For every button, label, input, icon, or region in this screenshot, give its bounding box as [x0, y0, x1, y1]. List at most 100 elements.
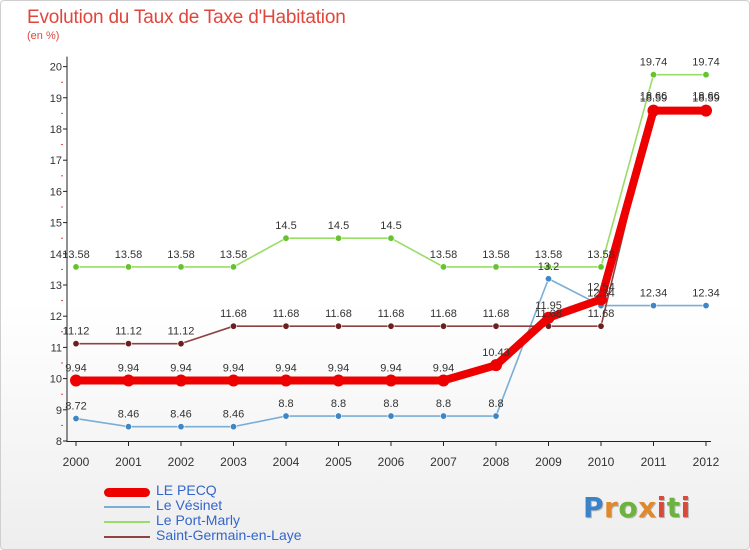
data-label: 11.12 [115, 326, 142, 338]
legend-label: LE PECQ [156, 482, 217, 498]
data-label: 12.34 [587, 288, 615, 300]
y-tick-label: 14 [50, 249, 62, 261]
data-point [439, 412, 447, 420]
data-point [437, 374, 450, 387]
data-label: 9.94 [328, 362, 349, 374]
data-label: 11.68 [273, 308, 300, 320]
proxiti-logo: Proxiti [583, 491, 691, 524]
data-label: 13.58 [62, 249, 90, 261]
data-point [227, 374, 240, 387]
data-point [334, 322, 342, 330]
data-point [230, 423, 238, 431]
data-point [702, 71, 710, 79]
legend-swatch [104, 506, 150, 508]
data-point [647, 104, 660, 117]
data-label: 10.43 [482, 347, 510, 359]
data-label: 11.68 [430, 308, 457, 320]
data-point [490, 359, 502, 372]
data-point [122, 374, 135, 387]
data-label: 8.8 [278, 398, 293, 410]
legend-label: Saint-Germain-en-Laye [156, 527, 302, 543]
data-label: 13.58 [587, 249, 615, 261]
data-point [177, 340, 185, 348]
legend-label: Le Port-Marly [156, 512, 241, 528]
y-tick-label: 11 [51, 342, 62, 354]
data-point [492, 263, 500, 271]
data-label: 8.46 [118, 409, 139, 421]
data-label: 18.66 [692, 90, 720, 102]
data-point [439, 322, 447, 330]
data-label: 14.5 [380, 220, 401, 232]
y-tick-label: 9 [56, 405, 62, 417]
data-label: 8.8 [436, 398, 451, 410]
x-tick-label: 2011 [641, 455, 667, 469]
data-label: 9.94 [223, 362, 244, 374]
data-point [700, 104, 712, 117]
data-label: 9.94 [118, 362, 139, 374]
data-point [649, 302, 657, 310]
legend-swatch [104, 536, 150, 538]
y-tick-label: 13 [50, 280, 62, 292]
x-tick-label: 2005 [325, 455, 352, 469]
data-label: 19.74 [640, 57, 668, 69]
y-axis-unit-label: (en %) [27, 30, 60, 42]
data-point [334, 234, 342, 242]
data-label: 9.94 [275, 362, 296, 374]
data-point [332, 374, 345, 387]
data-point [230, 322, 238, 330]
data-label: 11.12 [168, 326, 195, 338]
data-label: 8.8 [488, 398, 503, 410]
data-label: 11.68 [378, 308, 405, 320]
data-label: 18.59 [692, 93, 720, 105]
y-tick-label: 18 [50, 124, 62, 136]
x-tick-label: 2007 [430, 455, 457, 469]
data-point [334, 412, 342, 420]
data-label: 12.34 [640, 288, 668, 300]
y-tick-label: 20 [50, 62, 62, 74]
data-point [72, 415, 80, 423]
data-label: 13.58 [482, 249, 510, 261]
data-label: 11.68 [220, 308, 247, 320]
data-point [385, 374, 397, 387]
data-point [125, 340, 133, 348]
data-point [177, 263, 185, 271]
data-label: 9.94 [170, 362, 191, 374]
data-point [492, 412, 500, 420]
data-point [544, 263, 552, 271]
data-point [282, 412, 290, 420]
data-point [439, 263, 447, 271]
y-tick-label: 15 [50, 218, 62, 230]
data-label: 14.5 [328, 220, 349, 232]
data-point [72, 340, 80, 348]
data-point [597, 322, 605, 330]
data-label: 13.2 [538, 261, 559, 273]
y-tick-label: 10 [50, 374, 62, 386]
data-point [177, 423, 185, 431]
data-point [175, 374, 187, 387]
x-tick-label: 2000 [63, 455, 90, 469]
data-label: 8.8 [331, 398, 346, 410]
data-label: 14.5 [275, 220, 296, 232]
data-point [702, 302, 710, 310]
series-line-emphasis [72, 106, 710, 385]
x-tick-label: 2010 [588, 455, 615, 469]
data-label: 11.12 [63, 326, 90, 338]
data-label: 11.68 [535, 308, 562, 320]
data-label: 8.72 [65, 401, 86, 413]
y-tick-label: 16 [50, 186, 62, 198]
y-tick-label: 19 [50, 93, 62, 105]
data-label: 18.59 [640, 93, 668, 105]
data-label: 12.34 [692, 288, 720, 300]
x-tick-label: 2002 [168, 455, 195, 469]
data-point [282, 322, 290, 330]
data-label: 13.58 [220, 249, 248, 261]
x-tick-label: 2008 [483, 455, 510, 469]
data-point [597, 263, 605, 271]
data-point [492, 322, 500, 330]
data-label: 18.66 [640, 90, 668, 102]
x-tick-label: 2012 [693, 455, 720, 469]
x-tick-label: 2003 [220, 455, 247, 469]
legend-swatch [104, 521, 150, 523]
data-label: 11.68 [483, 308, 510, 320]
